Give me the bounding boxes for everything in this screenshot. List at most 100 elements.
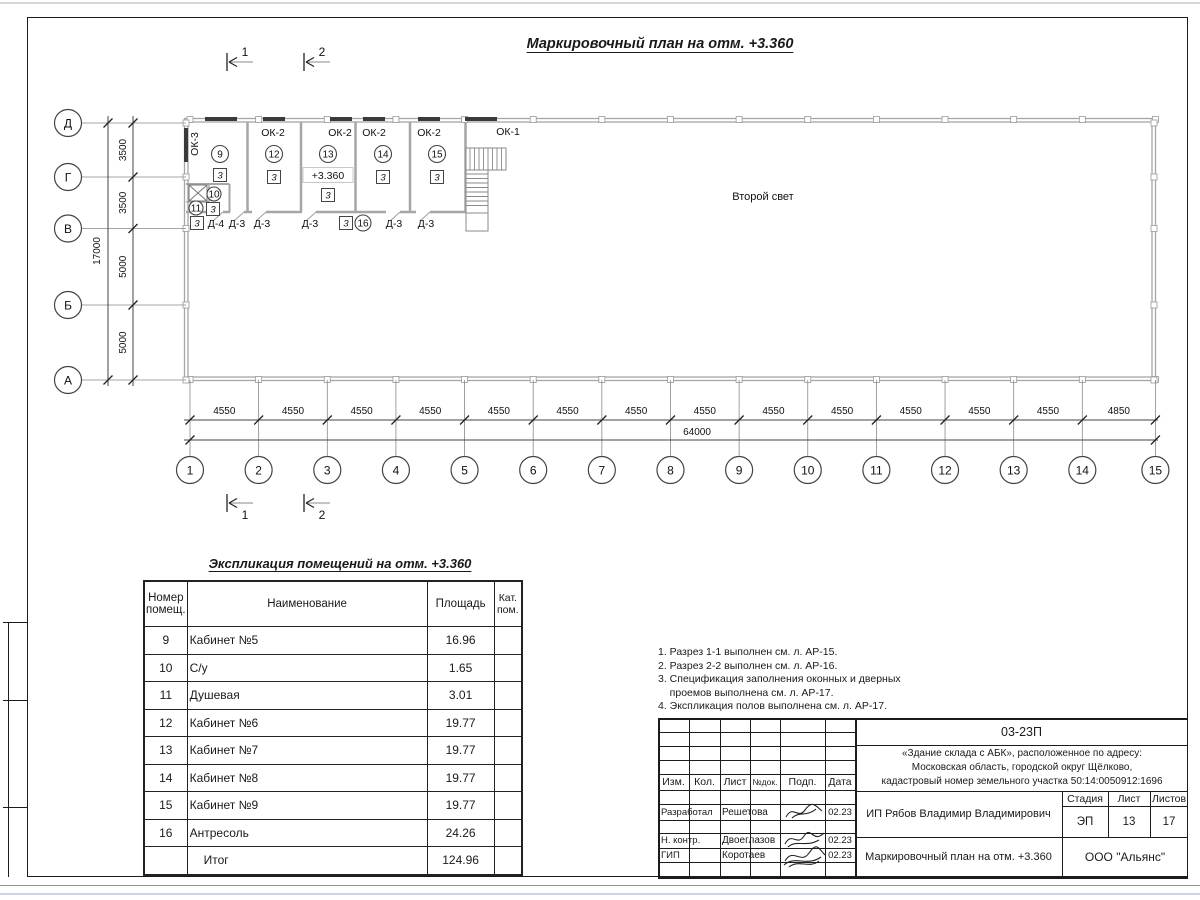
room-category-box [206, 202, 220, 216]
dim-tick [459, 415, 470, 425]
table-cell [493, 818, 523, 847]
grid-bubble-label: 12 [938, 463, 952, 477]
dim-label: 4550 [900, 406, 923, 417]
room-number: 12 [268, 149, 280, 160]
grid-bubble [725, 455, 754, 485]
dim-label: 5000 [118, 331, 129, 354]
window-segment [205, 117, 237, 121]
sheet-label: Лист [1117, 792, 1141, 805]
door-label: Д-4 [208, 218, 225, 230]
table-row: 10 С/у 1.65 [143, 653, 523, 682]
signature-name: Решетова [722, 806, 768, 818]
grid-bubble [53, 214, 83, 243]
window-label: ОК-2 [417, 127, 441, 139]
dim-tick [128, 375, 138, 385]
sheets-label: Листов [1151, 792, 1187, 805]
table-row: Итог 124.96 [143, 846, 523, 875]
sheet-frame [27, 17, 1188, 877]
grid-bubble-label: Б [64, 298, 72, 312]
building-walls [182, 116, 1159, 384]
door-leaf [255, 211, 267, 222]
sheet-title: Маркировочный план на отм. +3.360 [865, 851, 1052, 863]
title-block-line [658, 804, 855, 805]
dim-label: 4550 [625, 406, 648, 417]
signature-date: 02.23 [828, 849, 852, 861]
room-number-bubble [210, 144, 230, 164]
door-label: Д-3 [254, 218, 271, 230]
table-row: 11 Душевая 3.01 [143, 681, 523, 710]
title-block-line [658, 732, 855, 733]
table-cell: 19.77 [426, 763, 495, 792]
table-row: 9 Кабинет №5 16.96 [143, 626, 523, 655]
table-cell [493, 653, 523, 682]
table-cell: 13 [143, 736, 188, 765]
col-kol: Кол. [694, 776, 715, 788]
table-row: 13 Кабинет №7 19.77 [143, 736, 523, 765]
door-leaf [233, 211, 245, 222]
dim-label: 3500 [118, 191, 129, 214]
table-cell [493, 708, 523, 737]
column-mark [1078, 116, 1086, 123]
dim-label: 4550 [488, 406, 511, 417]
dim-tick [128, 118, 138, 128]
sheet-edge-line-top [0, 2, 1200, 4]
room-category: 3 [380, 173, 386, 184]
grid-bubble-label: 4 [393, 463, 400, 477]
column-mark [186, 116, 194, 123]
sheet-number: 13 [1122, 815, 1136, 828]
left-margin-line [3, 622, 27, 623]
table-cell: 124.96 [426, 846, 495, 875]
room-number: 10 [208, 189, 220, 200]
section-arrow [228, 502, 238, 509]
stair-landing [465, 212, 489, 232]
grid-bubble-label: 1 [187, 463, 194, 477]
grid-bubble [53, 290, 83, 320]
table-cell: 19.77 [426, 708, 495, 737]
room-number-bubble [318, 144, 338, 164]
grid-bubble [450, 455, 479, 485]
grid-bubble-label: В [64, 222, 72, 236]
table-cell [143, 846, 188, 875]
grid-bubble [1068, 455, 1097, 485]
dim-tick [253, 415, 264, 425]
col-header-number: Номер помещ. [143, 580, 188, 627]
section-arrow [305, 497, 315, 504]
window-segment [330, 117, 352, 121]
signature-icon [784, 831, 825, 848]
signature-icon [785, 803, 823, 819]
vent-shaft-cross [188, 184, 208, 202]
table-cell: 1.65 [426, 653, 495, 682]
section-arrow [228, 56, 238, 63]
dim-label: 4550 [350, 406, 373, 417]
column-mark [598, 116, 606, 123]
grid-bubble [999, 455, 1028, 485]
schedule-title: Экспликация помещений на отм. +3.360 [208, 556, 472, 571]
section-arrow [228, 497, 238, 504]
grid-bubble-label: Д [64, 116, 72, 130]
title-block-line [689, 718, 690, 877]
room-number-bubble [427, 144, 447, 164]
dim-label: 17000 [92, 237, 103, 265]
table-cell: Кабинет №5 [186, 626, 428, 655]
title-block-line [658, 833, 855, 834]
section-arrow [305, 56, 315, 63]
col-header-category: Кат. пом. [493, 580, 523, 627]
dim-label: 4550 [831, 406, 854, 417]
dim-tick [802, 415, 813, 425]
elevation-box [302, 167, 354, 183]
grid-bubble [1141, 455, 1170, 485]
title-block-line [1062, 791, 1063, 877]
door-leaf [389, 211, 401, 222]
room-category: 3 [271, 173, 277, 184]
room-number: 16 [357, 218, 369, 229]
table-row: 12 Кабинет №6 19.77 [143, 708, 523, 737]
left-margin-line [3, 700, 27, 701]
window-label: ОК-1 [496, 126, 520, 138]
stage-label: Стадия [1067, 792, 1103, 805]
column-mark [735, 116, 743, 123]
notes-list: 1. Разрез 1-1 выполнен см. л. АР-15. 2. Р… [658, 646, 901, 714]
door-leaf [419, 211, 431, 222]
col-podp: Подп. [788, 776, 817, 788]
table-cell [493, 626, 523, 655]
